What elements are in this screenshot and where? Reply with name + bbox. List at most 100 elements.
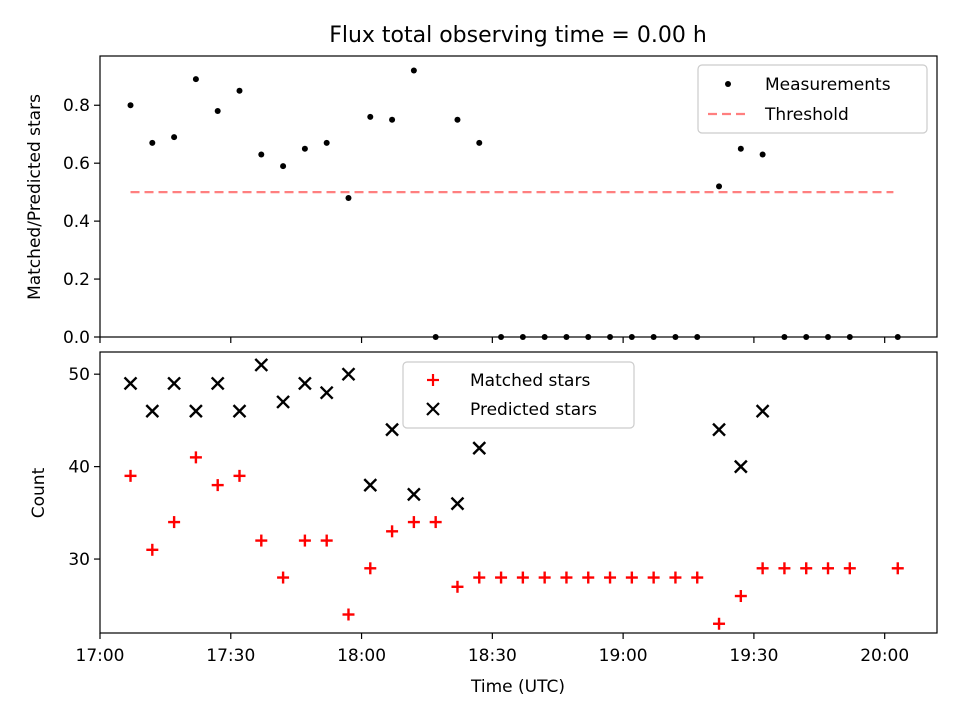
bottom-legend: Matched stars Predicted stars — [402, 361, 635, 429]
measurement-point — [214, 108, 221, 115]
matched-star-point — [822, 562, 835, 575]
matched-star-point — [516, 571, 529, 584]
bottom-axes-frame — [99, 351, 938, 634]
bottom-y-ticks: 30 40 50 — [68, 365, 100, 570]
top-y-tick-label: 0.6 — [63, 154, 90, 174]
top-panel: 0.00.20.40.60.8 Matched/Predicted stars … — [25, 55, 938, 348]
top-legend: Measurements Threshold — [697, 64, 928, 134]
bottom-x-tick-label: 20:00 — [860, 646, 909, 666]
predicted-star-point — [319, 385, 334, 400]
measurement-point — [389, 116, 396, 123]
bottom-y-tick-label: 40 — [68, 458, 90, 478]
matched-star-point — [560, 571, 573, 584]
matched-star-point — [800, 562, 813, 575]
top-legend-box — [697, 64, 928, 134]
top-y-tick-label: 0.4 — [63, 212, 90, 232]
matched-star-point — [734, 590, 747, 603]
measurement-point — [716, 183, 723, 190]
predicted-star-point — [450, 496, 465, 511]
measurement-point — [149, 139, 156, 146]
bottom-x-ticks: 17:00 17:30 18:00 18:30 19:00 19:30 20:00 — [76, 633, 909, 666]
x-axis-label: Time (UTC) — [470, 677, 565, 697]
measurement-point — [345, 194, 352, 201]
matched-stars-points — [124, 451, 904, 630]
matched-star-point — [233, 469, 246, 482]
matched-star-point — [604, 571, 617, 584]
predicted-star-point — [254, 358, 269, 372]
legend-matched-marker — [427, 374, 439, 386]
matched-star-point — [625, 571, 638, 584]
matched-star-point — [647, 571, 660, 584]
bottom-x-tick-label: 19:00 — [599, 646, 648, 666]
matched-star-point — [538, 571, 551, 584]
bottom-x-tick-label: 19:30 — [729, 646, 778, 666]
matched-star-point — [168, 516, 181, 529]
matched-star-point — [495, 571, 508, 584]
matched-star-point — [146, 543, 159, 556]
matched-star-point — [473, 571, 486, 584]
matched-star-point — [691, 571, 704, 584]
matched-star-point — [756, 562, 769, 575]
matched-star-point — [669, 571, 682, 584]
matched-star-point — [255, 534, 268, 547]
predicted-star-point — [189, 404, 203, 419]
matched-star-point — [429, 516, 442, 529]
top-axes-frame — [99, 55, 938, 338]
chart-title: Flux total observing time = 0.00 h — [329, 23, 707, 48]
top-y-tick-label: 0.8 — [63, 96, 90, 116]
predicted-star-point — [472, 441, 487, 455]
matched-star-point — [582, 571, 595, 584]
top-y-tick-label: 0.0 — [63, 328, 90, 348]
predicted-star-point — [755, 404, 770, 419]
legend-measurements-marker — [725, 81, 731, 87]
predicted-star-point — [145, 404, 160, 419]
predicted-star-point — [363, 478, 378, 492]
measurement-point — [759, 151, 766, 158]
measurement-point — [236, 87, 243, 94]
measurement-point — [127, 102, 134, 109]
measurement-point — [454, 116, 461, 123]
bottom-x-tick-label: 17:30 — [206, 646, 255, 666]
predicted-star-point — [232, 404, 247, 419]
measurement-point — [737, 145, 744, 152]
legend-measurements-label: Measurements — [765, 75, 891, 95]
matched-star-point — [891, 562, 904, 575]
measurement-points — [127, 67, 901, 340]
matched-star-point — [386, 525, 399, 538]
bottom-panel: 30 40 50 17:00 17:30 18:00 18:30 19:00 19:30 20:… — [29, 351, 938, 697]
matched-star-point — [211, 479, 224, 492]
bottom-y-tick-label: 30 — [68, 550, 90, 570]
matched-star-point — [342, 608, 355, 621]
matched-star-point — [713, 617, 726, 630]
legend-predicted-label: Predicted stars — [470, 400, 597, 420]
bottom-y-axis-label: Count — [29, 467, 49, 518]
measurement-point — [367, 113, 374, 120]
bottom-x-tick-label: 17:00 — [76, 646, 125, 666]
matched-star-point — [364, 562, 377, 575]
legend-matched-label: Matched stars — [470, 371, 590, 391]
measurement-point — [280, 163, 287, 170]
predicted-star-point — [210, 376, 225, 391]
measurement-point — [171, 134, 178, 141]
matched-star-point — [843, 562, 856, 575]
bottom-legend-box — [402, 361, 635, 429]
predicted-star-point — [167, 376, 181, 391]
predicted-star-point — [123, 376, 138, 391]
top-x-ticks — [99, 337, 886, 343]
matched-star-point — [778, 562, 791, 575]
predicted-star-point — [276, 395, 290, 409]
matched-star-point — [320, 534, 333, 547]
predicted-star-point — [712, 422, 726, 437]
predicted-star-point — [733, 459, 748, 474]
measurement-point — [323, 139, 330, 146]
predicted-star-point — [298, 376, 312, 391]
bottom-y-tick-label: 50 — [68, 365, 90, 385]
bottom-x-tick-label: 18:30 — [468, 646, 517, 666]
matched-star-point — [189, 451, 202, 464]
predicted-star-point — [407, 487, 421, 502]
matched-star-point — [451, 580, 464, 593]
matched-star-point — [298, 534, 311, 547]
measurement-point — [476, 139, 483, 146]
measurement-point — [192, 76, 199, 83]
